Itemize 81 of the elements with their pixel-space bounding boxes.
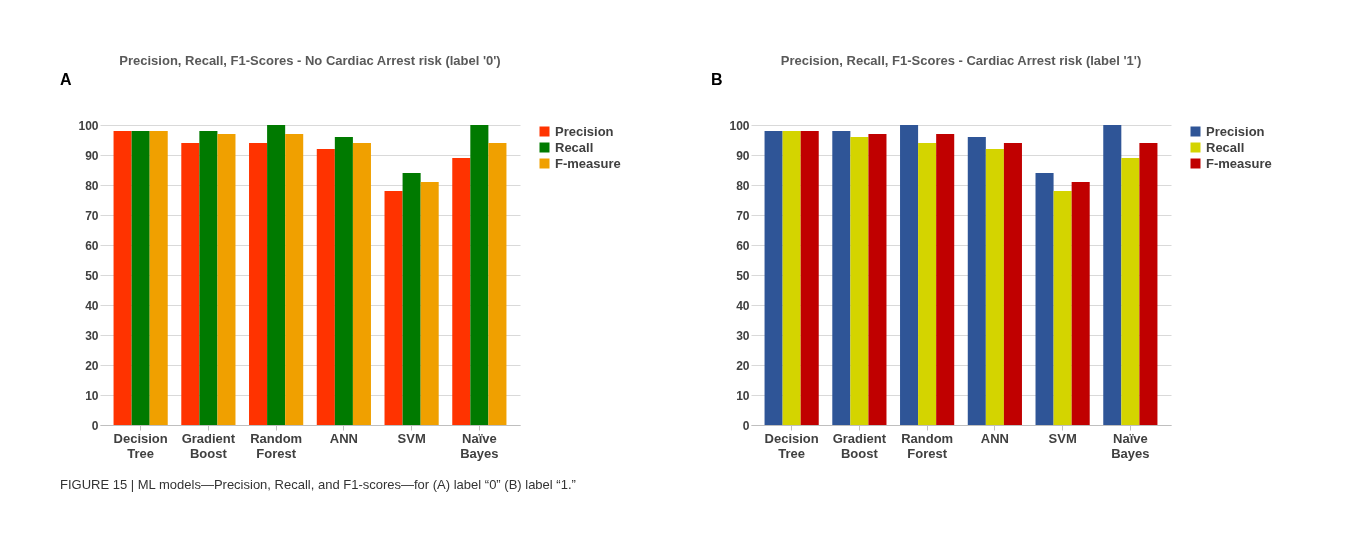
bar: [113, 131, 132, 425]
bar: [181, 143, 200, 425]
y-tick-label: 50: [85, 268, 99, 283]
y-tick-label: 100: [78, 118, 99, 133]
x-tick-label: Random Forest: [250, 430, 303, 461]
x-tick-label: Decision Tree: [764, 430, 819, 461]
bar: [918, 143, 937, 425]
y-tick-label: 30: [736, 328, 750, 343]
bar: [249, 143, 268, 425]
y-tick-label: 40: [736, 298, 750, 313]
y-tick-label: 0: [742, 418, 750, 433]
y-tick-label: 80: [85, 178, 99, 193]
legend-label: Recall: [1206, 139, 1245, 155]
bar: [470, 125, 489, 425]
bar: [1035, 173, 1054, 425]
chart-title: Precision, Recall, F1-Scores - Cardiac Arrest risk (label '1'): [780, 53, 1142, 68]
bar: [1053, 191, 1072, 425]
bar: [420, 182, 439, 425]
y-tick-label: 30: [85, 328, 99, 343]
y-tick-label: 90: [736, 148, 750, 163]
x-tick-label: Decision Tree: [113, 430, 168, 461]
bar: [1121, 158, 1140, 425]
bar: [149, 131, 168, 425]
y-tick-label: 60: [85, 238, 99, 253]
x-tick-label: Naïve Bayes: [1111, 430, 1150, 461]
y-tick-label: 70: [736, 208, 750, 223]
bar: [384, 191, 403, 425]
x-tick-label: ANN: [980, 430, 1009, 446]
bar: [131, 131, 150, 425]
x-tick-label: Naïve Bayes: [460, 430, 499, 461]
bar: [316, 149, 335, 425]
y-tick-label: 80: [736, 178, 750, 193]
x-tick-label: SVM: [397, 430, 426, 446]
bar: [800, 131, 819, 425]
bar: [217, 134, 236, 425]
x-tick-label: ANN: [329, 430, 358, 446]
y-tick-label: 0: [91, 418, 99, 433]
bar: [764, 131, 783, 425]
chart-title: Precision, Recall, F1-Scores - No Cardiac Arrest risk (label '0'): [119, 53, 501, 68]
legend-label: Precision: [1206, 123, 1265, 139]
y-tick-label: 100: [729, 118, 750, 133]
legend-label: F-measure: [1206, 155, 1272, 171]
y-tick-label: 20: [736, 358, 750, 373]
y-tick-label: 10: [736, 388, 750, 403]
bar: [900, 125, 919, 425]
bar: [285, 134, 304, 425]
x-tick-label: Gradient Boost: [181, 430, 236, 461]
caption: FIGURE 15 | ML models—Precision, Recall, and F1-scores—for (A) label “0” (B) label “1.”: [60, 477, 576, 492]
bar: [267, 125, 286, 425]
x-tick-label: Random Forest: [901, 430, 954, 461]
bar: [1139, 143, 1158, 425]
bar: [402, 173, 421, 425]
y-tick-label: 20: [85, 358, 99, 373]
y-tick-label: 70: [85, 208, 99, 223]
text: A: [60, 71, 72, 88]
bar: [832, 131, 851, 425]
legend-label: Recall: [555, 139, 594, 155]
bar: [985, 149, 1004, 425]
bar: [936, 134, 955, 425]
bar: [967, 137, 986, 425]
bar: [452, 158, 471, 425]
bar: [868, 134, 887, 425]
y-tick-label: 50: [736, 268, 750, 283]
bar: [1103, 125, 1122, 425]
bar: [1003, 143, 1022, 425]
y-tick-label: 90: [85, 148, 99, 163]
legend-label: F-measure: [555, 155, 621, 171]
bar: [488, 143, 507, 425]
bar: [334, 137, 353, 425]
bar: [352, 143, 371, 425]
bar: [782, 131, 801, 425]
y-tick-label: 40: [85, 298, 99, 313]
legend-label: Precision: [555, 123, 614, 139]
bar: [850, 137, 869, 425]
x-tick-label: SVM: [1048, 430, 1077, 446]
x-tick-label: Gradient Boost: [832, 430, 887, 461]
bar: [199, 131, 218, 425]
text: B: [711, 71, 723, 88]
y-tick-label: 60: [736, 238, 750, 253]
bar: [1071, 182, 1090, 425]
y-tick-label: 10: [85, 388, 99, 403]
